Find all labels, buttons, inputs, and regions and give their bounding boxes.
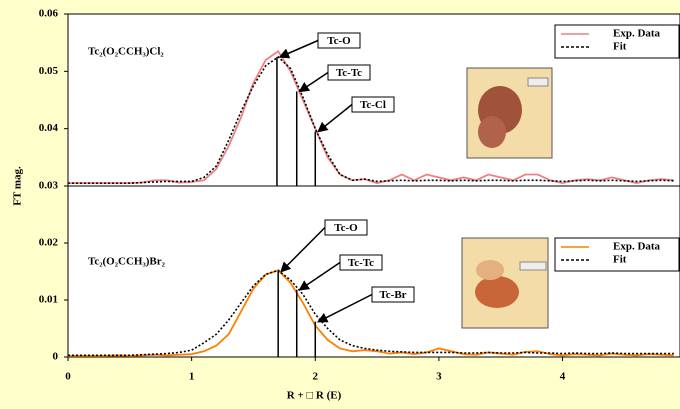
legend-box — [554, 237, 680, 272]
annotation-box — [327, 64, 371, 81]
legend-label: Exp. Data — [613, 241, 661, 253]
annotation-arrow — [316, 293, 373, 323]
y-tick-label: 0.03 — [39, 180, 59, 192]
annotation-arrow — [280, 226, 326, 273]
annotation-label: Tc-Cl — [360, 99, 386, 111]
x-tick-label: 3 — [436, 371, 442, 383]
y-tick-label: 0.01 — [39, 294, 58, 306]
legend-box — [554, 24, 680, 59]
x-tick-label: 4 — [560, 371, 566, 383]
series-line — [68, 269, 674, 357]
annotation-label: Tc-Br — [379, 289, 406, 301]
y-axis-label: FT mag. — [12, 166, 24, 206]
annotation-box — [371, 286, 415, 303]
y-tick-label: 0.06 — [39, 8, 59, 20]
y-tick-label: 0.04 — [39, 122, 59, 134]
annotation-arrow — [278, 39, 319, 59]
x-tick-label: 2 — [313, 371, 319, 383]
annotation-label: Tc-Tc — [348, 257, 374, 269]
annotation-label: Tc-O — [334, 222, 358, 234]
series-line — [68, 55, 674, 184]
y-tick-label: 0.02 — [39, 237, 59, 249]
annotation-box — [339, 254, 383, 271]
annotation-arrow — [317, 103, 353, 133]
legend-label: Exp. Data — [613, 28, 661, 40]
compound-label: Tc₂(O₂CCH₃)Br₂ — [88, 256, 166, 268]
annotation-label: Tc-O — [327, 35, 351, 47]
compound-label: Tc₂(O₂CCH₃)Cl₂ — [88, 46, 164, 58]
annotation-arrow — [298, 261, 341, 291]
x-tick-label: 0 — [65, 371, 71, 383]
y-tick-label: 0 — [53, 351, 59, 363]
annotation-box — [317, 32, 361, 49]
y-tick-label: 0.05 — [39, 65, 59, 77]
annotation-box — [324, 219, 368, 236]
x-axis-label: R + □ R (E) — [287, 390, 342, 402]
inset-photo — [461, 237, 549, 329]
legend-label: Fit — [613, 41, 627, 53]
series-line — [68, 269, 674, 357]
legend-label: Fit — [613, 254, 627, 266]
annotation-box — [351, 96, 395, 113]
annotation-arrow — [298, 71, 329, 93]
inset-photo — [466, 67, 553, 159]
annotation-label: Tc-Tc — [336, 67, 362, 79]
x-tick-label: 1 — [189, 371, 195, 383]
